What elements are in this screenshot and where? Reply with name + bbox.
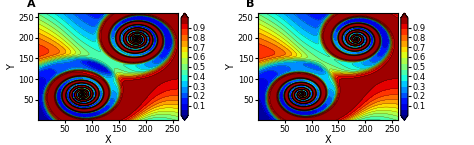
Text: B: B: [246, 0, 255, 9]
X-axis label: X: X: [105, 135, 111, 145]
PathPatch shape: [181, 115, 188, 120]
X-axis label: X: X: [324, 135, 331, 145]
Y-axis label: Y: Y: [7, 64, 17, 70]
Text: A: A: [27, 0, 36, 9]
PathPatch shape: [181, 13, 188, 18]
Y-axis label: Y: Y: [227, 64, 237, 70]
PathPatch shape: [401, 115, 408, 120]
PathPatch shape: [401, 13, 408, 18]
